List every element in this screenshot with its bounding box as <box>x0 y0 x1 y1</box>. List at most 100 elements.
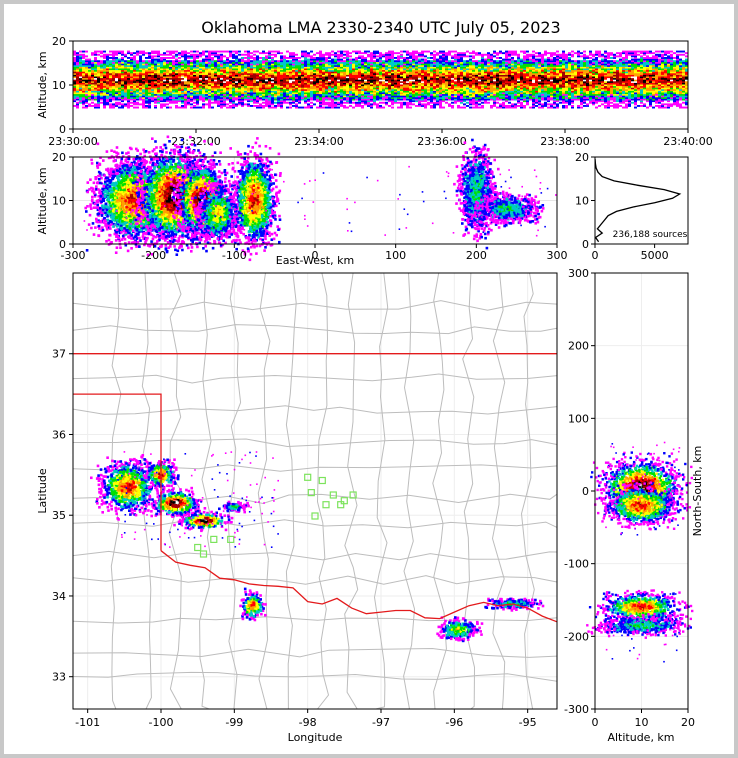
time-density-cell <box>370 73 373 75</box>
time-density-cell <box>232 81 235 83</box>
time-density-cell <box>271 76 274 79</box>
time-density-cell <box>343 95 346 98</box>
time-density-cell <box>106 85 109 88</box>
time-density-cell <box>337 103 340 106</box>
time-density-cell <box>361 89 364 91</box>
time-density-cell <box>214 71 217 74</box>
time-density-cell <box>283 95 286 98</box>
time-density-cell <box>394 97 397 99</box>
time-density-cell <box>292 69 295 72</box>
time-density-cell <box>235 71 238 74</box>
time-density-cell <box>190 55 193 58</box>
time-density-cell <box>103 76 106 79</box>
time-density-cell <box>97 103 100 106</box>
time-density-cell <box>121 73 124 75</box>
time-density-cell <box>382 82 385 85</box>
time-density-cell <box>88 74 91 77</box>
time-density-cell <box>154 55 157 58</box>
time-density-cell <box>121 81 124 83</box>
time-density-cell <box>91 101 94 104</box>
time-density-cell <box>118 52 121 55</box>
time-density-cell <box>268 95 271 98</box>
time-density-cell <box>352 71 355 74</box>
time-density-cell <box>157 101 160 104</box>
time-density-cell <box>268 105 271 107</box>
time-density-cell <box>196 87 199 90</box>
time-density-cell <box>361 100 364 103</box>
time-density-cell <box>250 92 253 95</box>
time-density-cell <box>127 81 130 83</box>
time-density-cell <box>391 92 394 95</box>
time-density-cell <box>94 82 97 85</box>
time-density-cell <box>139 58 142 61</box>
time-density-cell <box>322 77 325 80</box>
time-density-cell <box>196 103 199 106</box>
time-density-cell <box>85 65 88 67</box>
time-density-cell <box>352 93 355 96</box>
time-density-cell <box>187 101 190 104</box>
time-density-cell <box>145 77 148 80</box>
time-density-cell <box>364 92 367 95</box>
time-density-cell <box>193 61 196 64</box>
time-density-cell <box>316 71 319 74</box>
time-density-cell <box>385 98 388 101</box>
time-density-cell <box>337 89 340 91</box>
time-density-cell <box>211 90 214 93</box>
time-density-cell <box>235 98 238 101</box>
time-density-cell <box>202 87 205 90</box>
time-density-cell <box>178 74 181 77</box>
time-density-cell <box>367 71 370 74</box>
time-density-cell <box>325 90 328 93</box>
time-density-cell <box>115 92 118 95</box>
time-density-cell <box>292 85 295 88</box>
time-density-cell <box>391 106 394 109</box>
time-density-cell <box>220 73 223 75</box>
time-density-cell <box>370 103 373 106</box>
time-density-cell <box>292 60 295 63</box>
time-density-cell <box>439 50 442 53</box>
time-density-cell <box>334 84 337 87</box>
time-density-cell <box>388 92 391 95</box>
time-density-cell <box>217 95 220 98</box>
time-density-cell <box>289 98 292 101</box>
time-density-cell <box>241 95 244 98</box>
time-density-cell <box>529 106 532 109</box>
time-density-cell <box>367 81 370 83</box>
time-density-cell <box>241 65 244 67</box>
time-density-cell <box>217 93 220 96</box>
time-density-cell <box>331 87 334 90</box>
time-density-cell <box>352 87 355 90</box>
time-density-cell <box>82 106 85 109</box>
time-density-cell <box>157 73 160 75</box>
time-density-cell <box>523 50 526 53</box>
time-density-cell <box>334 89 337 91</box>
time-density-cell <box>277 95 280 98</box>
time-density-cell <box>229 66 232 69</box>
time-density-cell <box>271 89 274 91</box>
time-density-cell <box>79 89 82 91</box>
time-density-cell <box>523 105 526 107</box>
time-density-cell <box>97 65 100 67</box>
time-density-cell <box>109 87 112 90</box>
time-density-cell <box>433 101 436 104</box>
time-density-cell <box>79 55 82 58</box>
time-density-cell <box>163 82 166 85</box>
time-density-cell <box>178 66 181 69</box>
time-density-cell <box>247 76 250 79</box>
time-density-cell <box>244 82 247 85</box>
time-density-cell <box>274 97 277 99</box>
time-density-cell <box>397 61 400 64</box>
time-density-cell <box>256 55 259 58</box>
time-density-cell <box>133 95 136 98</box>
time-density-cell <box>379 61 382 64</box>
time-density-cell <box>118 90 121 93</box>
time-density-cell <box>73 79 76 82</box>
time-density-cell <box>247 81 250 83</box>
time-density-cell <box>478 106 481 109</box>
time-density-cell <box>373 84 376 87</box>
time-density-cell <box>289 95 292 98</box>
time-density-cell <box>121 93 124 96</box>
time-density-cell <box>205 60 208 63</box>
time-density-cell <box>307 92 310 95</box>
time-density-cell <box>352 50 355 53</box>
